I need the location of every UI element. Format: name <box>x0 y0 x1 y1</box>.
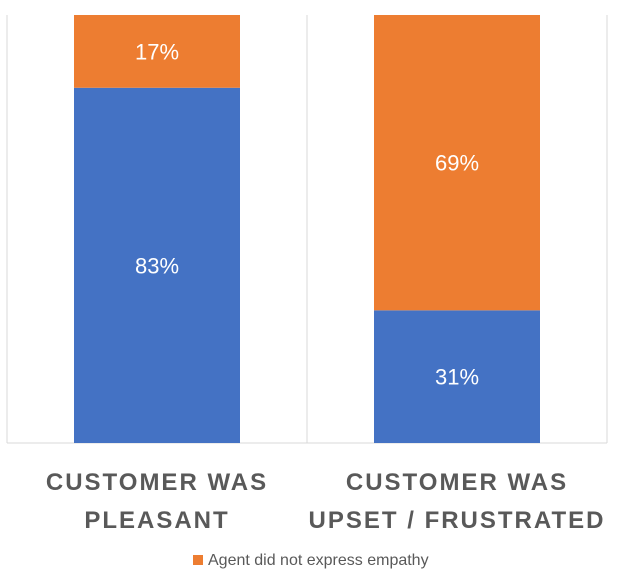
category-label: PLEASANT <box>84 507 229 534</box>
bar-segment <box>374 15 540 311</box>
legend: Agent did not express empathy <box>193 552 429 569</box>
data-label: 31% <box>435 365 479 390</box>
category-label: CUSTOMER WAS <box>346 469 568 496</box>
legend-swatch <box>193 555 203 565</box>
bar-segment <box>74 15 240 88</box>
bar-segment <box>74 87 240 443</box>
segment-labels: 83% 17% 31% 69% <box>135 39 479 389</box>
data-label: 83% <box>135 253 179 278</box>
bars <box>74 15 540 443</box>
category-labels: CUSTOMER WAS PLEASANT CUSTOMER WAS UPSET / … <box>46 469 606 534</box>
data-label: 17% <box>135 39 179 64</box>
data-label: 69% <box>435 151 479 176</box>
legend-label: Agent did not express empathy <box>208 552 429 569</box>
category-label: CUSTOMER WAS <box>46 469 268 496</box>
bar-segment <box>374 310 540 443</box>
category-label: UPSET / FRUSTRATED <box>309 507 606 534</box>
